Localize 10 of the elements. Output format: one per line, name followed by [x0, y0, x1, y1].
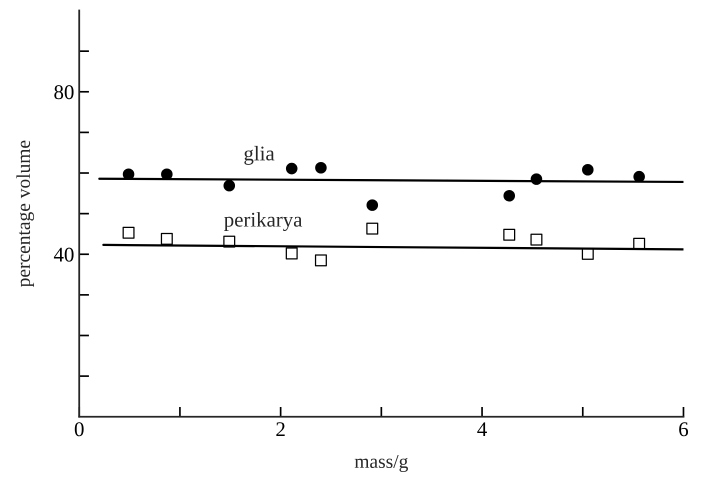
y-axis-title: percentage volume — [16, 140, 34, 288]
x-tick-label: 4 — [477, 422, 487, 436]
y-tick-label: 80 — [54, 85, 74, 100]
x-tick-label: 6 — [679, 422, 688, 436]
series-label: perikarya — [224, 212, 302, 232]
y-tick-label: 40 — [54, 248, 74, 262]
series-label: glia — [244, 146, 274, 165]
x-tick-label: 2 — [276, 422, 285, 436]
x-tick-label: 0 — [74, 422, 84, 436]
x-axis-title: mass/g — [354, 454, 408, 472]
